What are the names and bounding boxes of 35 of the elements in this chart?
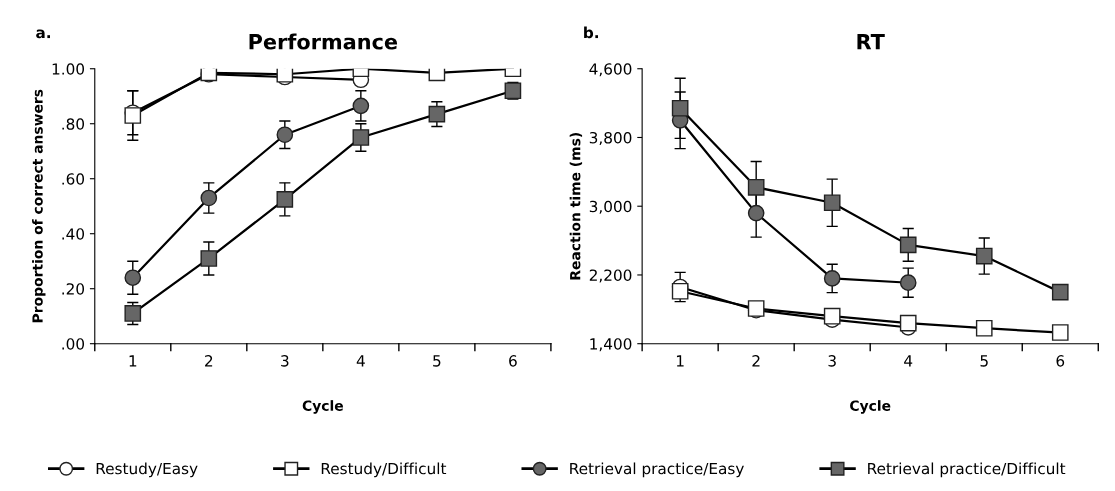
y-tick-label: .40 bbox=[62, 228, 85, 240]
text: b. bbox=[584, 26, 599, 39]
y-axis-title: Proportion of correct answers bbox=[32, 89, 46, 323]
x-tick-label: 6 bbox=[1056, 355, 1065, 367]
chart-title: RT bbox=[857, 34, 885, 50]
x-tick-label: 6 bbox=[509, 355, 517, 367]
x-tick-label: 1 bbox=[129, 355, 137, 367]
x-tick-label: 4 bbox=[904, 355, 913, 367]
legend-label: Retrieval practice/Difficult bbox=[868, 462, 1066, 478]
x-axis-title: Cycle bbox=[850, 400, 891, 414]
x-tick-label: 2 bbox=[752, 355, 760, 367]
y-tick-label: 1.00 bbox=[52, 63, 85, 75]
y-tick-label: 1,400 bbox=[590, 338, 632, 352]
y-tick-label: .60 bbox=[62, 173, 85, 185]
chart-title: Performance bbox=[249, 33, 398, 50]
legend-label: Restudy/Difficult bbox=[321, 462, 447, 478]
y-tick-label: 2,200 bbox=[589, 269, 632, 283]
x-tick-label: 3 bbox=[281, 355, 289, 367]
x-tick-label: 2 bbox=[205, 355, 213, 367]
legend-label: Restudy/Easy bbox=[96, 462, 198, 478]
x-tick-label: 5 bbox=[980, 355, 988, 367]
y-tick-label: .80 bbox=[62, 118, 85, 130]
y-axis-title: Reaction time (ms) bbox=[569, 132, 583, 280]
x-tick-label: 5 bbox=[433, 355, 441, 367]
y-tick-label: 3,800 bbox=[589, 131, 632, 146]
y-tick-label: 4,600 bbox=[589, 63, 632, 77]
text: a. bbox=[36, 29, 51, 39]
x-tick-label: 3 bbox=[828, 355, 836, 367]
y-tick-label: 3,000 bbox=[589, 200, 632, 214]
x-tick-label: 4 bbox=[356, 355, 365, 367]
legend-label: Retrieval practice/Easy bbox=[570, 462, 744, 478]
y-tick-label: .20 bbox=[62, 283, 85, 295]
y-tick-label: .00 bbox=[62, 338, 85, 350]
x-axis-title: Cycle bbox=[302, 400, 343, 414]
x-tick-label: 1 bbox=[676, 355, 684, 367]
